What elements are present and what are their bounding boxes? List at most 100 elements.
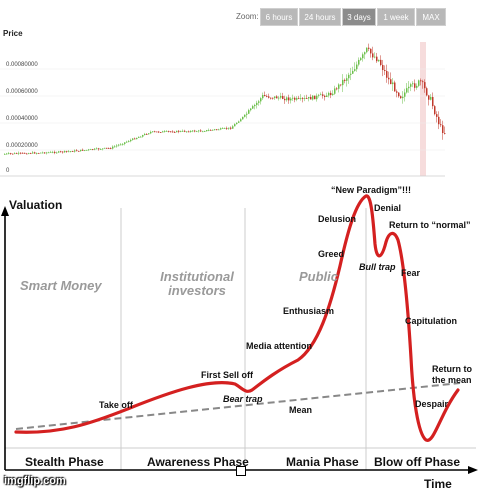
candle-body	[296, 97, 298, 100]
annotation-delusion: Delusion	[318, 214, 357, 224]
zoom-3-days-button[interactable]: 3 days	[342, 8, 376, 26]
annotation-bull-trap: Bull trap	[359, 262, 396, 272]
candle-body	[142, 135, 144, 137]
candle-body	[346, 78, 348, 81]
candle-body	[158, 131, 160, 133]
candle-body	[224, 127, 226, 129]
candle-body	[216, 129, 218, 131]
annotation-return-to-the-mean: Return to the mean	[432, 364, 472, 385]
annotation-first-sell-off: First Sell off	[201, 370, 254, 380]
candle-body	[4, 153, 6, 155]
candle-body	[280, 95, 282, 98]
candle-body	[378, 59, 380, 62]
annotation-enthusiasm: Enthusiasm	[283, 306, 335, 316]
candle-body	[124, 142, 126, 144]
candle-body	[220, 128, 222, 130]
candle-body	[340, 84, 342, 86]
candle-body	[140, 136, 142, 138]
candle-body	[134, 138, 136, 140]
candle-body	[72, 151, 74, 152]
phase-label-blow-off: Blow off Phase	[374, 455, 461, 469]
candle-body	[194, 130, 196, 132]
candle-body	[394, 82, 396, 92]
candle-body	[270, 97, 272, 99]
candle-body	[352, 70, 354, 74]
candle-body	[24, 152, 26, 154]
era-label-institutional-investors: Institutional investors	[160, 269, 234, 298]
candle-body	[414, 83, 416, 88]
era-label-public: Public	[299, 269, 339, 284]
candle-body	[294, 97, 296, 100]
candle-body	[118, 144, 120, 146]
candle-body	[418, 80, 420, 86]
candle-body	[10, 153, 12, 155]
candle-body	[328, 92, 330, 96]
candle-body	[214, 129, 216, 131]
candle-body	[148, 133, 150, 135]
candle-body	[18, 152, 20, 154]
candle-body	[52, 151, 54, 153]
candle-body	[240, 119, 242, 122]
candle-body	[248, 110, 250, 114]
zoom-1-week-button[interactable]: 1 week	[377, 8, 415, 26]
candle-body	[300, 98, 302, 99]
candle-body	[34, 152, 36, 154]
zoom-6-hours-button[interactable]: 6 hours	[260, 8, 298, 26]
candle-body	[250, 108, 252, 111]
candle-body	[278, 97, 280, 99]
candle-body	[392, 82, 394, 85]
candle-body	[146, 133, 148, 135]
annotation-new-paradigm: “New Paradigm”!!!	[331, 185, 412, 195]
candle-body	[162, 131, 164, 133]
candle-body	[28, 153, 30, 155]
candle-body	[274, 96, 276, 99]
candle-body	[434, 106, 436, 115]
candle-body	[122, 143, 124, 145]
candle-body	[298, 97, 300, 99]
candle-body	[136, 137, 138, 140]
candle-body	[188, 131, 190, 133]
candle-body	[84, 150, 86, 151]
candle-body	[12, 153, 14, 155]
candle-body	[14, 153, 16, 155]
candle-body	[232, 126, 234, 129]
candle-body	[86, 149, 88, 151]
candle-body	[154, 131, 156, 133]
y-tick-label: 0.00040000	[6, 116, 38, 122]
candle-body	[38, 153, 40, 154]
candle-body	[236, 122, 238, 125]
candle-body	[370, 48, 372, 54]
market-cycle-diagram	[1, 194, 478, 474]
annotation-fear: Fear	[401, 268, 421, 278]
watermark: imgflip.com	[4, 475, 66, 487]
phase-label-awareness: Awareness Phase	[147, 455, 249, 469]
candle-body	[76, 150, 78, 152]
candle-body	[364, 52, 366, 55]
candle-body	[58, 151, 60, 153]
y-tick-label: 0.00080000	[6, 62, 38, 68]
candle-body	[6, 153, 8, 155]
price-chart-title: Price	[3, 29, 23, 38]
zoom-max-button[interactable]: MAX	[416, 8, 446, 26]
candle-body	[348, 74, 350, 79]
selection-handle[interactable]	[236, 466, 246, 476]
candle-body	[234, 124, 236, 127]
candle-body	[128, 141, 130, 142]
zoom-24-hours-button[interactable]: 24 hours	[299, 8, 341, 26]
candle-body	[172, 131, 174, 133]
candle-body	[54, 151, 56, 153]
candle-body	[428, 95, 430, 100]
annotation-return-to-normal: Return to “normal”	[389, 220, 471, 230]
candle-body	[178, 130, 180, 132]
y-axis-label: Valuation	[9, 198, 63, 212]
candle-body	[382, 64, 384, 71]
candle-body	[100, 149, 102, 150]
candle-body	[302, 98, 304, 99]
candle-body	[402, 96, 404, 99]
candle-body	[444, 133, 446, 134]
y-tick-label: 0.00060000	[6, 89, 38, 95]
candle-body	[218, 129, 220, 131]
era-label-smart-money: Smart Money	[20, 278, 102, 293]
candle-body	[132, 138, 134, 140]
candle-body	[78, 150, 80, 152]
